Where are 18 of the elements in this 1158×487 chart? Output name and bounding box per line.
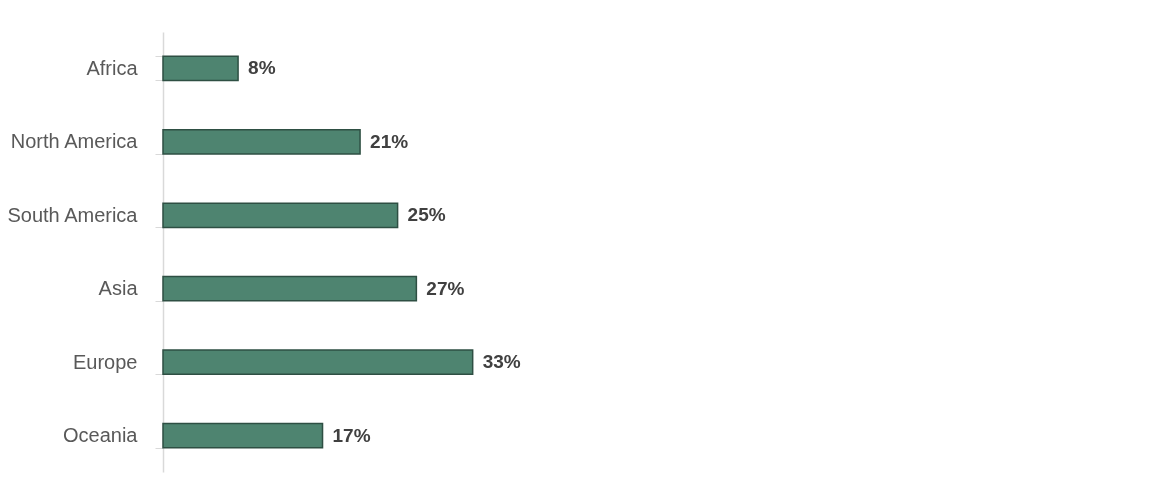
data-label: 21%: [370, 130, 409, 152]
y-tick-label: Asia: [98, 277, 139, 300]
bar: [162, 202, 399, 229]
bar: [162, 55, 239, 82]
y-tick-label: South America: [7, 203, 139, 226]
y-tick-label: Europe: [73, 350, 138, 373]
data-label: 33%: [482, 351, 521, 373]
data-label: 25%: [407, 204, 446, 226]
data-label: 27%: [426, 277, 465, 299]
data-label: 8%: [248, 57, 276, 79]
y-tick-label: Africa: [86, 56, 139, 79]
y-tick-label: North America: [10, 130, 139, 153]
bar: [162, 128, 361, 155]
bar: [162, 422, 324, 449]
y-tick-label: Oceania: [63, 424, 139, 447]
data-label: 17%: [332, 424, 371, 446]
bar: [162, 349, 474, 376]
bar: [162, 275, 418, 302]
